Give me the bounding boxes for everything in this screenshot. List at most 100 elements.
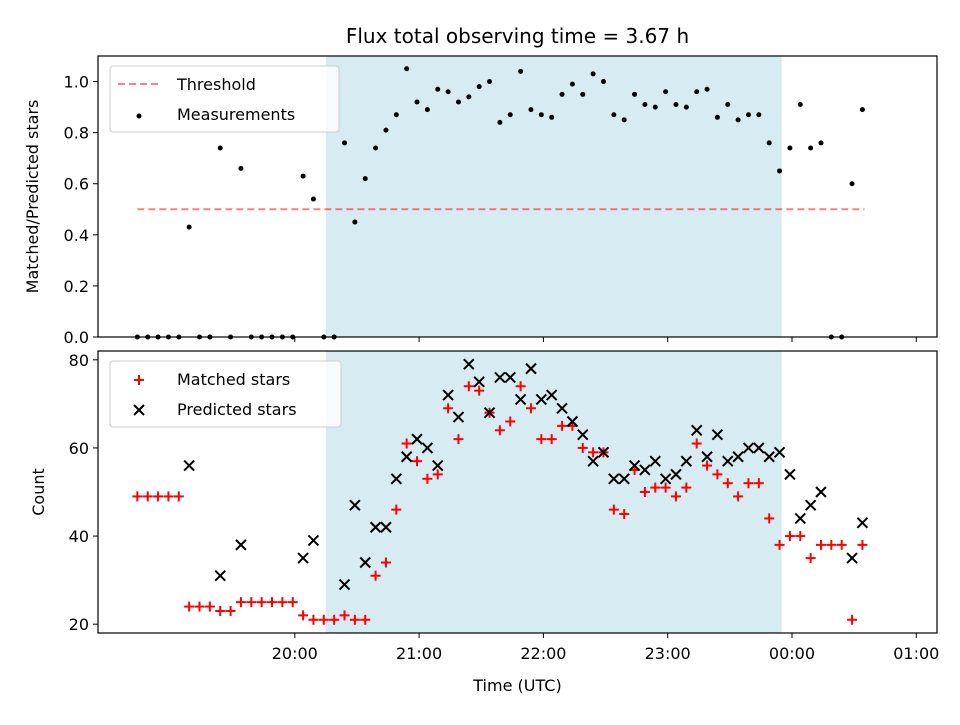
- measurement-point: [352, 219, 358, 225]
- measurement-point: [673, 102, 679, 108]
- predicted-star-point: [214, 570, 226, 582]
- matched-star-point: [132, 491, 143, 502]
- ratio-panel: 0.0 0.2 0.4 0.6 0.8 1.0 Flux total observing …: [23, 24, 938, 347]
- matched-star-point: [215, 605, 226, 616]
- predicted-star-point: [525, 362, 537, 375]
- measurement-point: [756, 112, 762, 118]
- matched-star-point: [256, 597, 267, 608]
- count-y-ticks: 20 40 60 80: [69, 351, 98, 634]
- matched-star-point: [494, 425, 505, 436]
- matched-star-point: [474, 385, 485, 396]
- predicted-star-point: [753, 442, 765, 454]
- matched-star-point: [836, 539, 847, 550]
- predicted-star-point: [670, 468, 682, 481]
- measurement-point: [745, 112, 751, 118]
- legend-measurement-swatch: [136, 113, 142, 119]
- matched-star-point: [577, 442, 588, 453]
- measurement-point: [414, 99, 420, 105]
- measurement-point: [600, 79, 606, 85]
- measurement-point: [808, 145, 814, 151]
- measurement-point: [424, 107, 430, 113]
- measurement-point: [797, 102, 803, 108]
- legend-matched-label: Matched stars: [177, 370, 290, 389]
- matched-star-point: [329, 614, 340, 625]
- matched-star-point: [153, 491, 164, 502]
- count-legend: Matched stars Predicted stars: [109, 360, 342, 428]
- matched-star-point: [774, 539, 785, 550]
- matched-star-point: [608, 504, 619, 515]
- matched-star-point: [847, 614, 858, 625]
- matched-star-point: [277, 597, 288, 608]
- measurement-point: [238, 165, 244, 171]
- predicted-star-point: [473, 376, 485, 388]
- predicted-star-point: [701, 451, 713, 463]
- predicted-star-point: [235, 539, 247, 551]
- matched-star-point: [225, 605, 236, 616]
- predicted-star-point: [432, 459, 444, 472]
- y-tick-label: 40: [69, 527, 89, 546]
- count-x-ticks: 20:00 21:00 22:00 23:00 00:00 01:00: [272, 633, 939, 663]
- count-panel-frame: [97, 350, 938, 634]
- matched-star-point: [805, 553, 816, 564]
- predicted-star-point: [649, 455, 661, 467]
- measurement-point: [435, 86, 441, 92]
- measurement-point: [652, 104, 658, 110]
- measurement-point: [362, 176, 368, 182]
- predicted-star-point: [442, 389, 454, 401]
- predicted-star-point: [463, 358, 475, 370]
- legend-plus-marker: [134, 375, 144, 385]
- measurement-point: [818, 140, 824, 146]
- matched-star-point: [505, 416, 516, 427]
- predicted-star-point: [597, 446, 610, 459]
- x-tick-label: 21:00: [396, 644, 442, 663]
- measurement-point: [777, 168, 783, 174]
- observing-window-band: [325, 56, 782, 337]
- matched-star-point: [795, 531, 806, 542]
- matched-star-point: [702, 460, 713, 471]
- measurement-point: [694, 89, 700, 95]
- measurement-point: [300, 173, 306, 179]
- predicted-star-point: [380, 521, 392, 533]
- predicted-star-point: [514, 393, 527, 406]
- measurement-point: [445, 89, 451, 95]
- predicted-star-point: [400, 451, 413, 463]
- x-tick-label: 22:00: [520, 644, 566, 663]
- measurement-point: [621, 117, 627, 123]
- measurement-point: [714, 114, 720, 120]
- matched-star-point: [463, 381, 474, 392]
- predicted-star-point: [411, 433, 423, 445]
- matched-star-point: [743, 478, 754, 489]
- matched-star-point: [349, 614, 360, 625]
- matched-star-point: [287, 597, 298, 608]
- matched-star-point: [546, 434, 557, 445]
- measurement-point: [455, 99, 461, 105]
- ratio-y-axis-label: Matched/Predicted stars: [23, 100, 42, 294]
- predicted-star-point: [556, 402, 568, 414]
- predicted-star-point: [804, 499, 817, 511]
- measurement-point: [704, 86, 710, 92]
- matched-star-point: [412, 456, 423, 467]
- ratio-legend: Threshold Measurements: [109, 65, 340, 133]
- predicted-star-point: [535, 393, 548, 406]
- matched-star-point: [660, 482, 671, 493]
- matched-star-point: [380, 557, 391, 568]
- predicted-star-point: [483, 406, 496, 419]
- matched-star-point: [784, 531, 795, 542]
- measurement-point: [611, 112, 617, 118]
- matched-star-point: [339, 610, 350, 621]
- measurement-point: [766, 140, 772, 146]
- legend-threshold-label: Threshold: [176, 75, 256, 94]
- ratio-panel-frame: [97, 55, 938, 338]
- matched-star-point: [318, 614, 329, 625]
- predicted-star-point: [390, 473, 403, 485]
- predicted-star-point: [742, 442, 755, 454]
- ratio-y-ticks: 0.0 0.2 0.4 0.6 0.8 1.0: [64, 73, 98, 347]
- x-tick-label: 00:00: [769, 644, 815, 663]
- matched-star-point: [298, 610, 309, 621]
- measurement-point: [373, 145, 379, 151]
- matched-star-point: [422, 473, 433, 484]
- matched-star-point: [619, 509, 630, 520]
- y-tick-label: 80: [69, 351, 89, 370]
